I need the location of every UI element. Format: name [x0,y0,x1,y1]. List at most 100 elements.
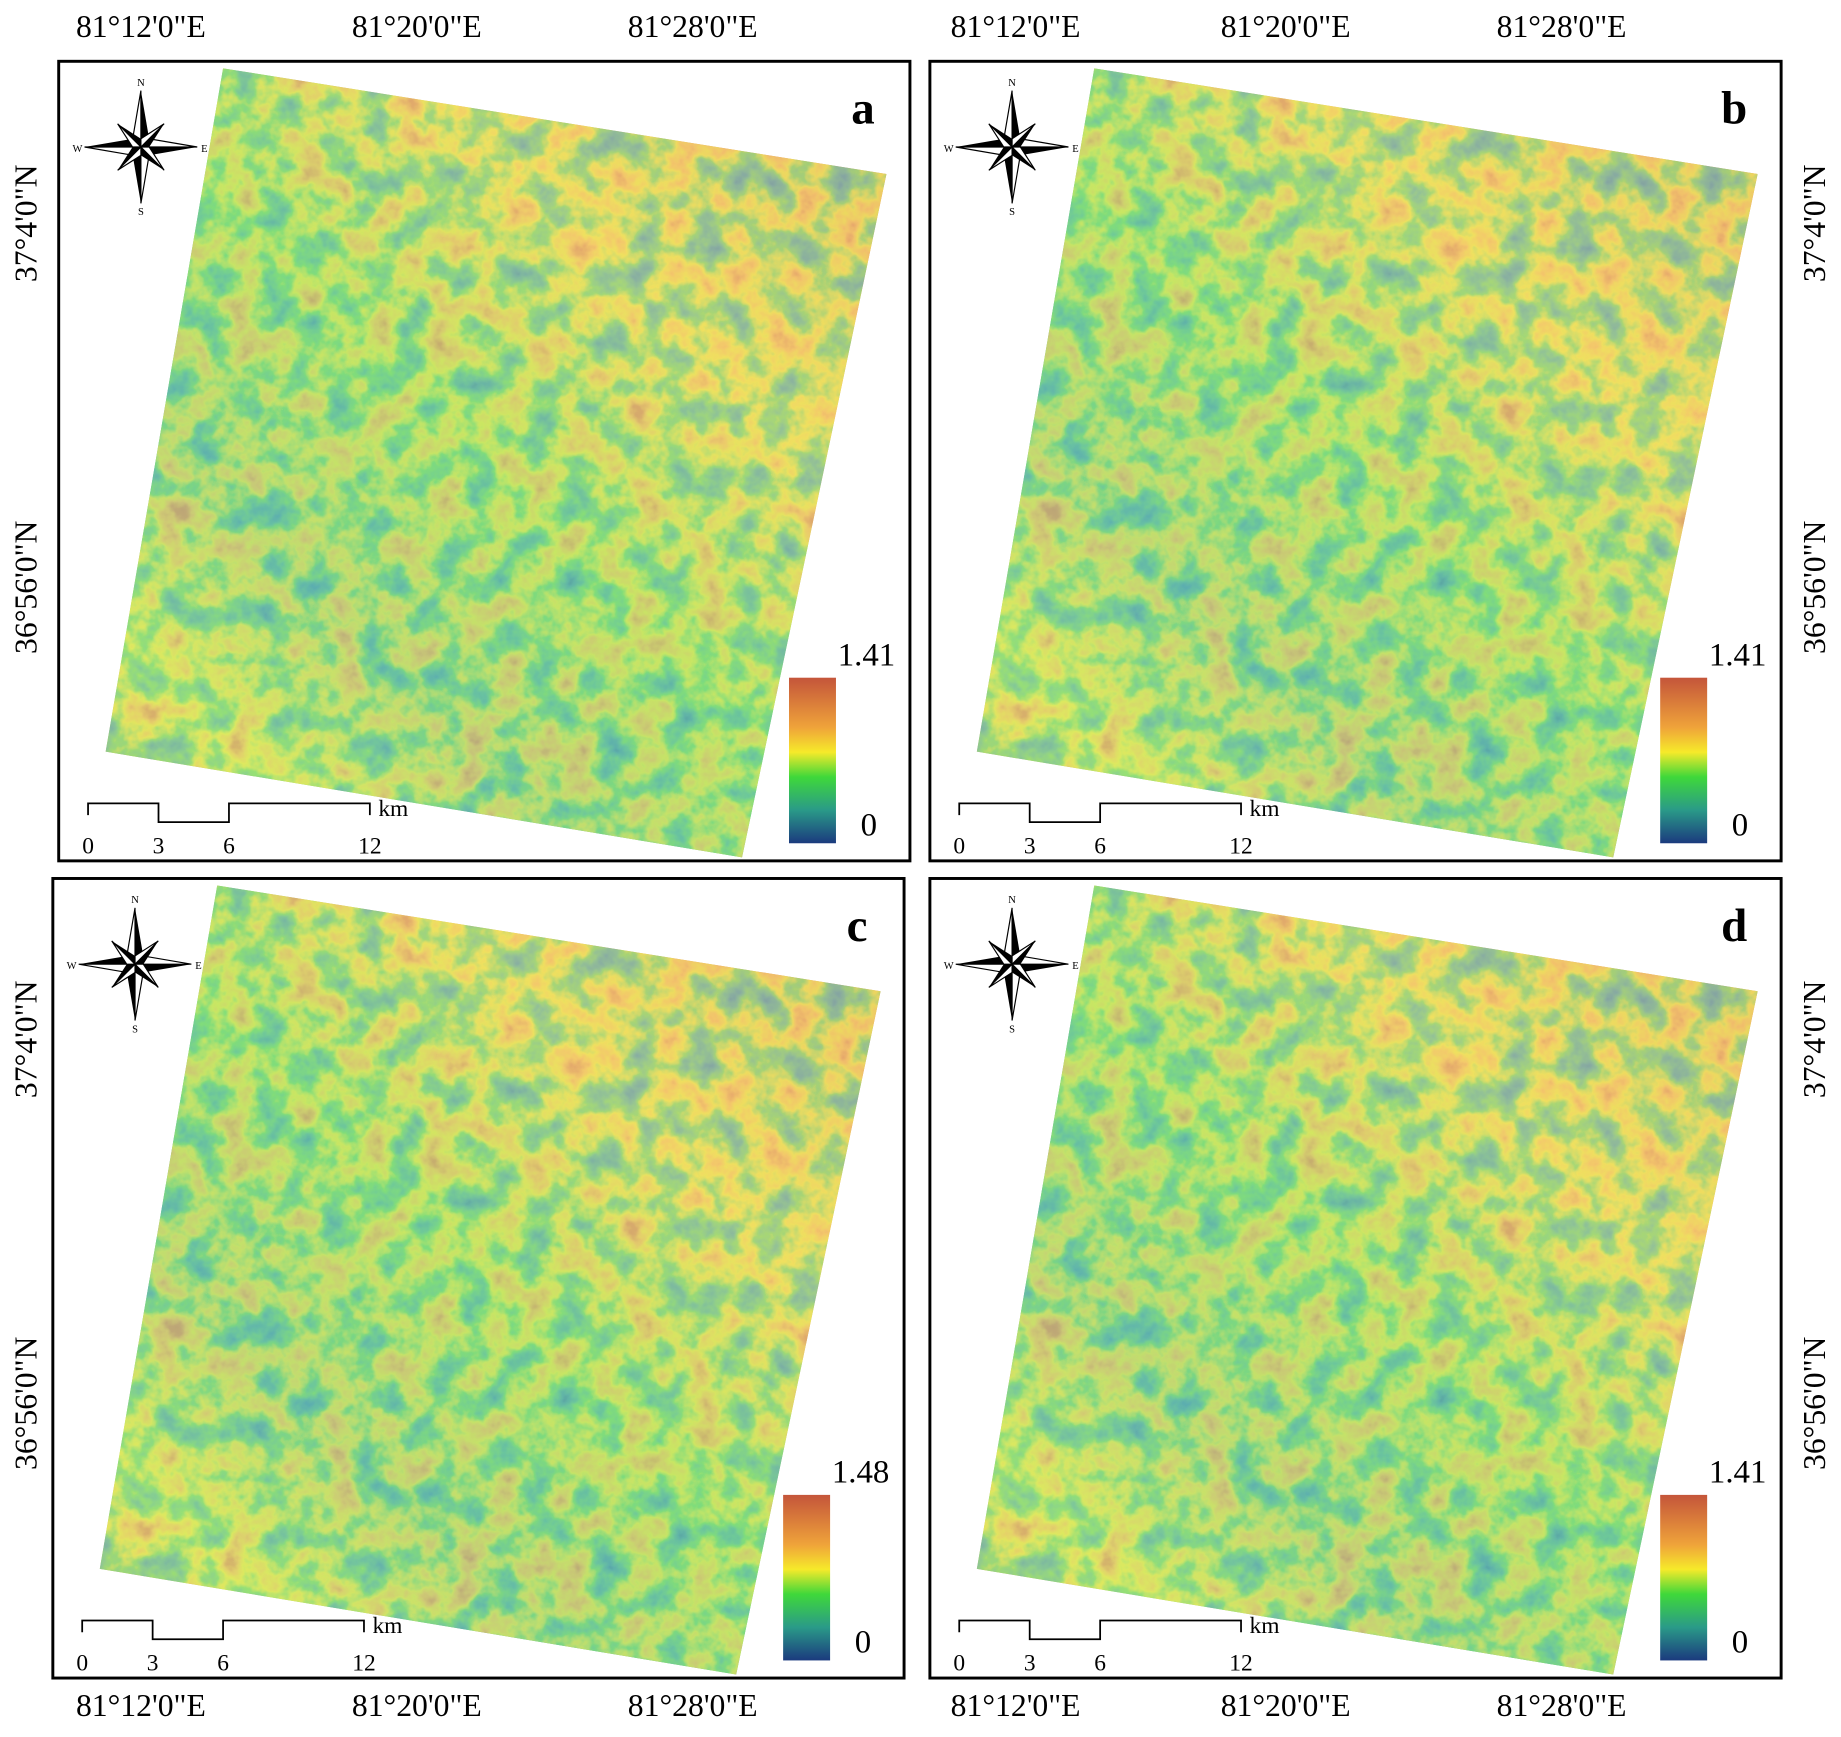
panel-label: c [847,900,868,952]
colorbar-min: 0 [1732,1625,1748,1661]
scale-bar [958,802,1242,824]
map-panel: N S E Wb 1.41 0 0 3 6 12 km [928,59,1783,863]
scale-label: 0 [82,833,94,859]
compass-point [111,940,137,965]
latitude-label: 37°4'0"N [1797,164,1832,282]
compass-point [988,940,1014,965]
compass-point [988,145,1013,171]
compass: N S E W [944,78,1079,218]
panel-label: d [1721,900,1747,952]
latitude-label: 36°56'0"N [9,1336,44,1470]
compass: N S E W [944,895,1079,1035]
compass-point [988,123,1014,148]
compass-s: S [138,207,144,218]
map-panel: N S E Wa 1.41 0 0 3 6 12 km [57,59,912,863]
longitude-label: 81°28'0"E [1497,9,1627,44]
scale-label: 6 [217,1651,229,1677]
panel-label: b [1721,83,1747,135]
scale-label: 3 [1024,1651,1036,1677]
map-panel: N S E Wc 1.48 0 0 3 6 12 km [51,877,906,1680]
latitude-label: 36°56'0"N [9,520,44,654]
compass-point [1012,907,1021,965]
scale-bar [958,1619,1242,1641]
compass-point [1010,146,1036,171]
scale-label: 6 [223,833,235,859]
compass-point [140,90,150,148]
scale-label: 0 [76,1651,88,1677]
colorbar [1660,677,1708,844]
compass-w: W [944,961,954,972]
compass-point [133,963,159,988]
compass-point [1010,963,1036,988]
compass-n: N [131,895,139,906]
compass-point [955,955,1013,965]
colorbar-min: 0 [861,808,877,844]
compass-point [1012,964,1069,973]
longitude-label: 81°12'0"E [951,1688,1081,1723]
compass-n: N [137,78,145,89]
compass-s: S [1009,207,1015,218]
compass-point [111,962,136,988]
scale-unit: km [372,1613,402,1639]
compass-point [1003,964,1013,1021]
compass-n: N [1008,78,1016,89]
scale-unit: km [1250,1613,1280,1639]
latitude-label: 37°4'0"N [1797,980,1832,1098]
compass-e: E [1072,144,1078,155]
latitude-label: 37°4'0"N [9,980,44,1098]
compass-s: S [132,1024,138,1035]
compass-n: N [1008,895,1016,906]
compass-point [135,964,192,973]
scale-bar [81,1619,365,1641]
compass-point [84,138,141,148]
longitude-label: 81°12'0"E [951,9,1081,44]
scale-label: 0 [953,833,965,859]
compass-point [140,147,198,156]
longitude-label: 81°28'0"E [1497,1688,1627,1723]
colorbar-min: 0 [1732,808,1748,844]
compass-point [135,907,144,965]
longitude-label: 81°20'0"E [1221,1688,1351,1723]
colorbar [789,677,836,844]
compass-e: E [201,144,207,155]
compass-point [117,123,143,148]
scale-label: 12 [358,833,381,859]
longitude-label: 81°12'0"E [76,1688,206,1723]
compass-point [1012,147,1069,156]
compass-point [139,146,165,171]
scale-bar [87,802,371,824]
colorbar-max: 1.41 [1709,637,1767,673]
longitude-label: 81°20'0"E [352,1688,482,1723]
compass: N S E W [73,78,208,218]
compass-s: S [1009,1024,1015,1035]
compass-point [1003,147,1013,204]
compass-point [117,145,142,171]
colorbar-max: 1.41 [838,637,896,673]
longitude-label: 81°12'0"E [76,9,206,44]
compass-point [132,147,141,204]
compass-e: E [195,961,201,972]
colorbar-max: 1.48 [832,1454,890,1490]
map-panel: N S E Wd 1.41 0 0 3 6 12 km [928,877,1783,1680]
scale-label: 12 [1229,1651,1252,1677]
latitude-label: 36°56'0"N [1797,1336,1832,1470]
latitude-label: 36°56'0"N [1797,520,1832,654]
scale-label: 12 [1229,833,1252,859]
longitude-label: 81°20'0"E [1221,9,1351,44]
colorbar [1660,1494,1708,1661]
compass-w: W [944,144,954,155]
scale-unit: km [378,796,408,822]
compass-w: W [73,144,83,155]
scale-label: 0 [953,1651,965,1677]
scale-unit: km [1250,796,1280,822]
compass: N S E W [67,895,202,1035]
raster-texture [976,68,1758,858]
raster-texture [99,885,881,1675]
colorbar-max: 1.41 [1709,1454,1767,1490]
compass-e: E [1072,961,1078,972]
scale-label: 6 [1094,1651,1106,1677]
scale-label: 12 [352,1651,375,1677]
scale-label: 3 [1024,833,1036,859]
colorbar [783,1494,831,1661]
